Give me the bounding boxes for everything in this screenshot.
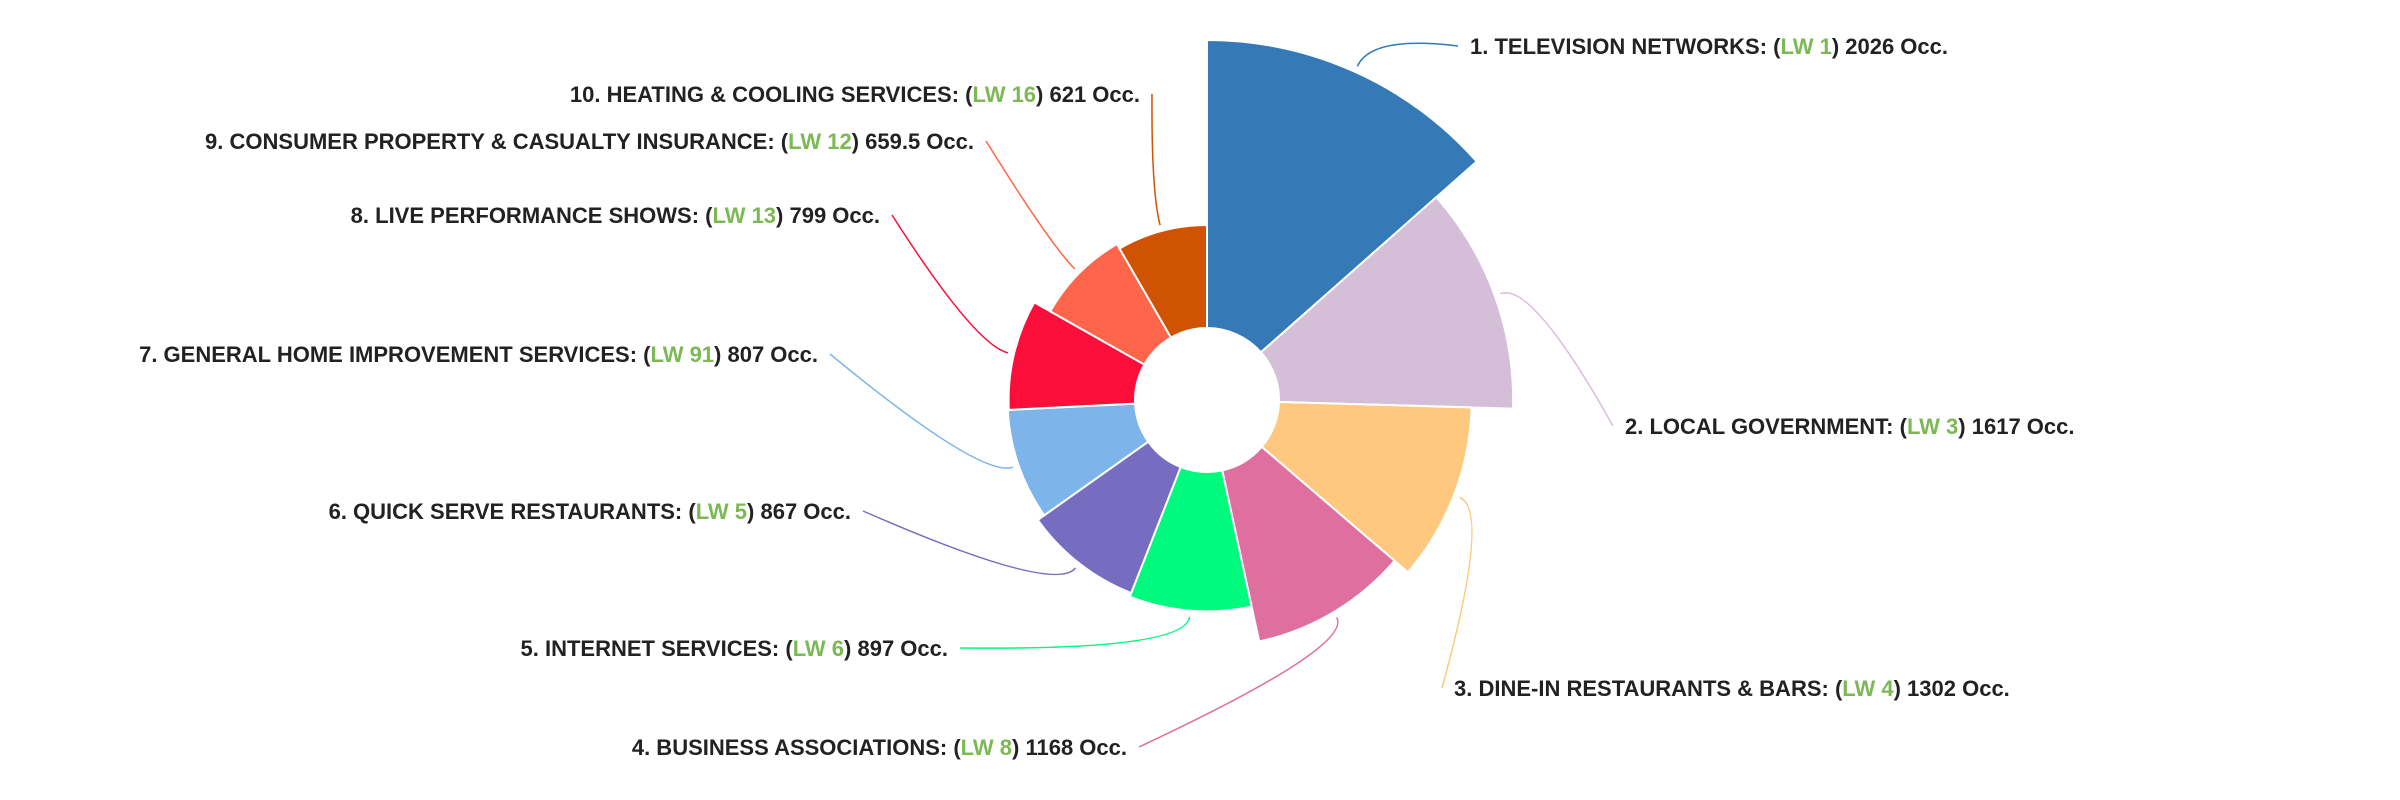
slice-lw-code: LW 3 bbox=[1907, 414, 1958, 439]
leader-line-3 bbox=[1441, 496, 1473, 689]
slice-label-3: 3. DINE-IN RESTAURANTS & BARS: (LW 4) 13… bbox=[1454, 676, 2010, 701]
slice-name: 10. HEATING & COOLING SERVICES: ( bbox=[570, 82, 973, 107]
slice-name: 9. CONSUMER PROPERTY & CASUALTY INSURANC… bbox=[205, 129, 789, 154]
slice-lw-code: LW 91 bbox=[650, 342, 714, 367]
slice-lw-code: LW 4 bbox=[1842, 676, 1894, 701]
slice-value: ) 1617 Occ. bbox=[1958, 414, 2074, 439]
slice-name: 1. TELEVISION NETWORKS: ( bbox=[1470, 34, 1781, 59]
slice-value: ) 2026 Occ. bbox=[1832, 34, 1948, 59]
slice-name: 7. GENERAL HOME IMPROVEMENT SERVICES: ( bbox=[139, 342, 651, 367]
slice-lw-code: LW 8 bbox=[961, 735, 1012, 760]
leader-line-6 bbox=[862, 510, 1077, 576]
slice-label-8: 8. LIVE PERFORMANCE SHOWS: (LW 13) 799 O… bbox=[351, 203, 880, 228]
slice-name: 4. BUSINESS ASSOCIATIONS: ( bbox=[632, 735, 961, 760]
leader-line-8 bbox=[891, 214, 1009, 354]
leader-line-2 bbox=[1500, 291, 1614, 427]
slice-7 bbox=[1006, 402, 1150, 517]
slice-6 bbox=[1036, 440, 1182, 595]
slice-lw-code: LW 12 bbox=[788, 129, 852, 154]
slice-label-1: 1. TELEVISION NETWORKS: (LW 1) 2026 Occ. bbox=[1470, 34, 1948, 59]
labels-group: 1. TELEVISION NETWORKS: (LW 1) 2026 Occ.… bbox=[139, 34, 2074, 760]
slice-name: 2. LOCAL GOVERNMENT: ( bbox=[1625, 414, 1908, 439]
slice-lw-code: LW 1 bbox=[1780, 34, 1831, 59]
slice-2 bbox=[1259, 195, 1515, 410]
leader-line-4 bbox=[1138, 616, 1339, 748]
slice-value: ) 1168 Occ. bbox=[1012, 735, 1127, 760]
slice-name: 5. INTERNET SERVICES: ( bbox=[521, 636, 794, 661]
slice-name: 8. LIVE PERFORMANCE SHOWS: ( bbox=[351, 203, 713, 228]
slice-label-6: 6. QUICK SERVE RESTAURANTS: (LW 5) 867 O… bbox=[329, 499, 851, 524]
slice-value: ) 659.5 Occ. bbox=[852, 129, 974, 154]
slice-3 bbox=[1260, 401, 1473, 574]
slice-value: ) 1302 Occ. bbox=[1894, 676, 2010, 701]
leader-line-9 bbox=[985, 140, 1076, 270]
slice-5 bbox=[1128, 465, 1253, 613]
slice-value: ) 621 Occ. bbox=[1036, 82, 1140, 107]
slice-value: ) 807 Occ. bbox=[714, 342, 818, 367]
slice-label-2: 2. LOCAL GOVERNMENT: (LW 3) 1617 Occ. bbox=[1625, 414, 2074, 439]
slice-name: 3. DINE-IN RESTAURANTS & BARS: ( bbox=[1454, 676, 1843, 701]
slice-value: ) 867 Occ. bbox=[747, 499, 851, 524]
slice-label-5: 5. INTERNET SERVICES: (LW 6) 897 Occ. bbox=[521, 636, 949, 661]
slice-1 bbox=[1206, 38, 1479, 354]
slice-lw-code: LW 13 bbox=[712, 203, 776, 228]
slice-name: 6. QUICK SERVE RESTAURANTS: ( bbox=[329, 499, 697, 524]
leader-line-5 bbox=[959, 616, 1191, 649]
slice-label-9: 9. CONSUMER PROPERTY & CASUALTY INSURANC… bbox=[205, 129, 974, 154]
slice-10 bbox=[1118, 223, 1208, 340]
slice-label-4: 4. BUSINESS ASSOCIATIONS: (LW 8) 1168 Oc… bbox=[632, 735, 1127, 760]
leader-line-7 bbox=[829, 353, 1014, 469]
slice-label-7: 7. GENERAL HOME IMPROVEMENT SERVICES: (L… bbox=[139, 342, 818, 367]
slice-4 bbox=[1221, 445, 1396, 643]
slice-value: ) 799 Occ. bbox=[776, 203, 880, 228]
leader-line-10 bbox=[1151, 93, 1161, 226]
slices-group bbox=[1006, 38, 1515, 643]
slice-value: ) 897 Occ. bbox=[844, 636, 948, 661]
slice-lw-code: LW 6 bbox=[793, 636, 844, 661]
leader-line-1 bbox=[1356, 42, 1459, 67]
slice-label-10: 10. HEATING & COOLING SERVICES: (LW 16) … bbox=[570, 82, 1140, 107]
leader-lines-group bbox=[829, 42, 1614, 748]
slice-9 bbox=[1048, 242, 1173, 366]
slice-lw-code: LW 16 bbox=[972, 82, 1036, 107]
slice-lw-code: LW 5 bbox=[696, 499, 747, 524]
slice-8 bbox=[1007, 300, 1146, 411]
